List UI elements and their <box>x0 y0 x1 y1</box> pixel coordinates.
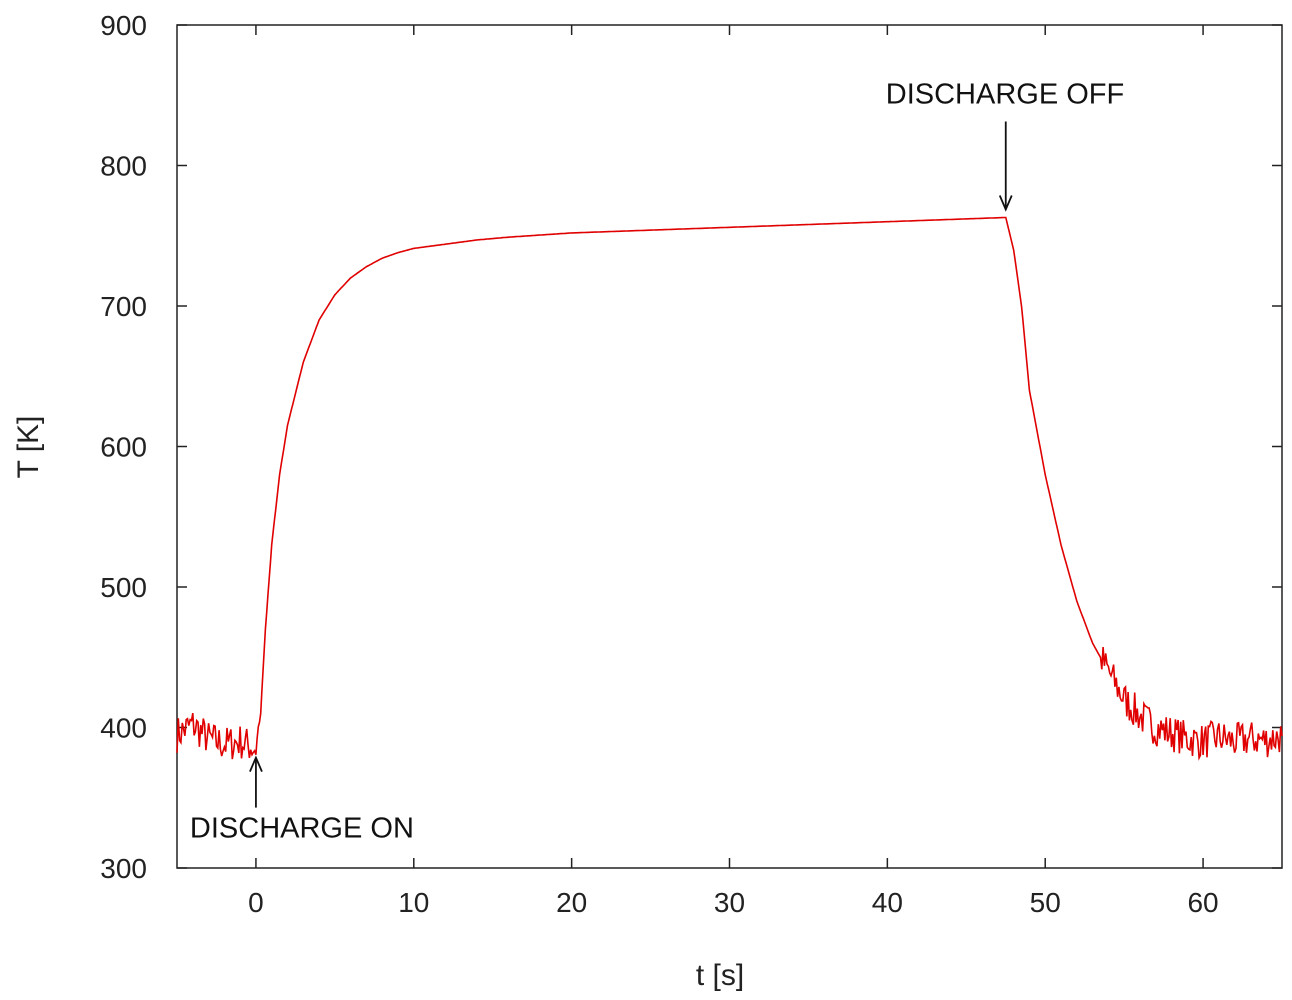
x-tick-label: 20 <box>556 887 587 918</box>
x-tick-label: 60 <box>1187 887 1218 918</box>
y-tick-label: 700 <box>100 291 147 322</box>
y-axis-title: T [K] <box>12 416 45 479</box>
discharge-off-label: DISCHARGE OFF <box>886 78 1124 110</box>
x-tick-label: 40 <box>872 887 903 918</box>
annotations: DISCHARGE ON DISCHARGE OFF <box>190 78 1124 844</box>
x-tick-label: 30 <box>714 887 745 918</box>
y-tick-label: 900 <box>100 10 147 41</box>
discharge-off-arrowhead <box>998 195 1013 212</box>
y-tick-label: 300 <box>100 853 147 884</box>
tick-labels: 0 10 20 30 40 50 60 300 400 500 600 700 800 900 <box>100 10 1218 918</box>
x-tick-label: 10 <box>398 887 429 918</box>
discharge-on-arrowhead <box>249 755 263 772</box>
y-tick-label: 800 <box>100 151 147 182</box>
plot-frame <box>176 24 1283 869</box>
y-tick-label: 400 <box>100 713 147 744</box>
x-axis-title: t [s] <box>696 959 744 992</box>
axis-ticks <box>177 24 1282 869</box>
y-tick-label: 500 <box>100 572 147 603</box>
discharge-on-label: DISCHARGE ON <box>190 813 414 845</box>
x-tick-label: 0 <box>248 887 264 918</box>
temperature-series-line <box>176 216 1283 761</box>
x-tick-label: 50 <box>1030 887 1061 918</box>
y-tick-label: 600 <box>100 432 147 463</box>
